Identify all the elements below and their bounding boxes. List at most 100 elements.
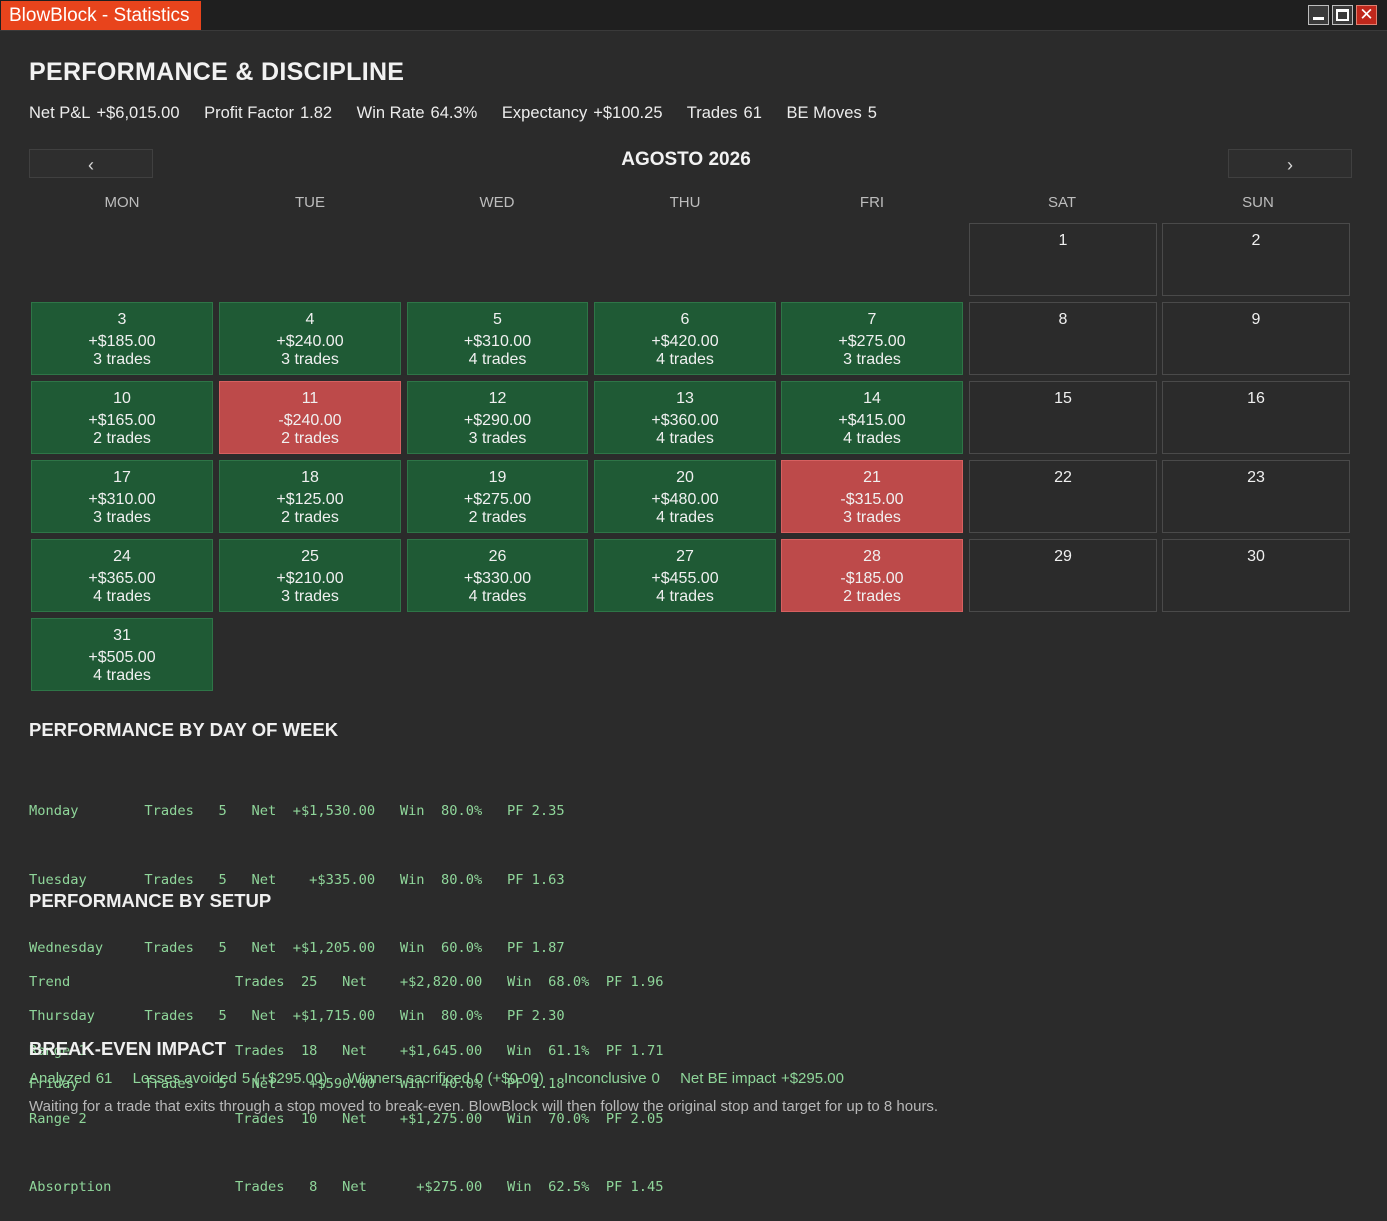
- day-number: 24: [113, 548, 131, 565]
- day-pnl: +$420.00: [651, 333, 719, 350]
- day-pnl: +$240.00: [276, 333, 344, 350]
- maximize-button[interactable]: [1332, 5, 1353, 25]
- calendar-day-7[interactable]: 7 +$275.00 3 trades: [781, 302, 963, 375]
- day-trade-count: 4 trades: [93, 588, 151, 605]
- stat-value: +$100.25: [593, 104, 663, 122]
- stat-value: 61: [743, 104, 762, 122]
- break-even-note: Waiting for a trade that exits through a…: [29, 1098, 939, 1115]
- be-label: Winners sacrificed: [347, 1070, 471, 1087]
- day-pnl: +$210.00: [276, 570, 344, 587]
- calendar-day-12[interactable]: 12 +$290.00 3 trades: [407, 381, 588, 454]
- day-number: 1: [1058, 232, 1068, 249]
- calendar-day-3[interactable]: 3 +$185.00 3 trades: [31, 302, 213, 375]
- stat-profit-factor: Profit Factor 1.82: [204, 104, 332, 122]
- day-trade-count: 3 trades: [93, 509, 151, 526]
- calendar-day-21[interactable]: 21 -$315.00 3 trades: [781, 460, 963, 533]
- calendar-day-17[interactable]: 17 +$310.00 3 trades: [31, 460, 213, 533]
- calendar-day-5[interactable]: 5 +$310.00 4 trades: [407, 302, 588, 375]
- day-number: 19: [488, 469, 507, 486]
- calendar-day-28[interactable]: 28 -$185.00 2 trades: [781, 539, 963, 612]
- day-number: 25: [301, 548, 319, 565]
- calendar-day-22[interactable]: 22: [969, 460, 1157, 533]
- day-number: 5: [493, 311, 502, 328]
- day-number: 6: [680, 311, 690, 328]
- day-trade-count: 3 trades: [843, 509, 901, 526]
- stat-label: BE Moves: [786, 104, 862, 122]
- calendar-day-6[interactable]: 6 +$420.00 4 trades: [594, 302, 776, 375]
- calendar-day-26[interactable]: 26 +$330.00 4 trades: [407, 539, 588, 612]
- day-pnl: -$315.00: [840, 491, 904, 508]
- table-row: Tuesday Trades 5 Net +$335.00 Win 80.0% …: [29, 871, 565, 888]
- calendar-day-31[interactable]: 31 +$505.00 4 trades: [31, 618, 213, 691]
- calendar-day-24[interactable]: 24 +$365.00 4 trades: [31, 539, 213, 612]
- day-pnl: +$365.00: [88, 570, 156, 587]
- calendar-day-20[interactable]: 20 +$480.00 4 trades: [594, 460, 776, 533]
- day-trade-count: 3 trades: [281, 351, 339, 368]
- day-pnl: +$360.00: [651, 412, 719, 429]
- prev-month-button[interactable]: ‹: [29, 149, 153, 178]
- day-pnl: -$240.00: [278, 412, 342, 429]
- day-pnl: +$455.00: [651, 570, 719, 587]
- day-number: 4: [305, 311, 315, 328]
- calendar-day-8[interactable]: 8: [969, 302, 1157, 375]
- calendar-day-1[interactable]: 1: [969, 223, 1157, 296]
- day-number: 12: [488, 390, 507, 407]
- close-button[interactable]: ✕: [1356, 5, 1377, 25]
- day-trade-count: 4 trades: [656, 509, 714, 526]
- calendar-day-30[interactable]: 30: [1162, 539, 1350, 612]
- day-trade-count: 2 trades: [468, 509, 527, 526]
- setup-title: PERFORMANCE BY SETUP: [29, 890, 272, 911]
- stat-net-pnl: Net P&L +$6,015.00: [29, 104, 180, 122]
- title-bar: BlowBlock - Statistics ✕: [0, 0, 1387, 31]
- be-label: Analyzed: [29, 1070, 91, 1087]
- calendar-day-15[interactable]: 15: [969, 381, 1157, 454]
- day-number: 22: [1054, 469, 1072, 486]
- minimize-icon: [1313, 17, 1324, 20]
- day-trade-count: 2 trades: [93, 430, 151, 447]
- stat-label: Win Rate: [356, 104, 425, 122]
- day-trade-count: 2 trades: [843, 588, 901, 605]
- weekday-fri: FRI: [859, 194, 885, 211]
- be-analyzed: Analyzed 61: [29, 1070, 112, 1087]
- stat-label: Expectancy: [501, 104, 588, 122]
- day-pnl: +$125.00: [276, 491, 344, 508]
- day-number: 23: [1247, 469, 1265, 486]
- day-number: 31: [113, 627, 131, 644]
- calendar-day-25[interactable]: 25 +$210.00 3 trades: [219, 539, 401, 612]
- calendar-day-27[interactable]: 27 +$455.00 4 trades: [594, 539, 776, 612]
- calendar-day-13[interactable]: 13 +$360.00 4 trades: [594, 381, 776, 454]
- stat-value: 64.3%: [430, 104, 478, 122]
- calendar-day-18[interactable]: 18 +$125.00 2 trades: [219, 460, 401, 533]
- calendar-day-10[interactable]: 10 +$165.00 2 trades: [31, 381, 213, 454]
- calendar-day-19[interactable]: 19 +$275.00 2 trades: [407, 460, 588, 533]
- day-number: 2: [1251, 232, 1261, 249]
- be-inconclusive: Inconclusive 0: [564, 1070, 660, 1087]
- stat-value: 1.82: [299, 104, 333, 122]
- next-month-button[interactable]: ›: [1228, 149, 1352, 178]
- calendar-day-11[interactable]: 11 -$240.00 2 trades: [219, 381, 401, 454]
- calendar-day-9[interactable]: 9: [1162, 302, 1350, 375]
- weekday-tue: TUE: [295, 194, 325, 211]
- calendar-day-4[interactable]: 4 +$240.00 3 trades: [219, 302, 401, 375]
- table-row: Friday Trades 5 Net +$590.00 Win 40.0% P…: [29, 1075, 565, 1092]
- day-pnl: +$165.00: [88, 412, 156, 429]
- be-value: 61: [95, 1070, 113, 1087]
- stat-value: +$6,015.00: [96, 104, 180, 122]
- table-row: Trend Trades 25 Net +$2,820.00 Win 68.0%…: [29, 974, 664, 991]
- day-trade-count: 2 trades: [281, 509, 339, 526]
- calendar-day-2[interactable]: 2: [1162, 223, 1350, 296]
- day-pnl: +$415.00: [838, 412, 906, 429]
- day-number: 8: [1058, 311, 1068, 328]
- table-row: Range 2 Trades 10 Net +$1,275.00 Win 70.…: [29, 1110, 664, 1127]
- calendar-day-14[interactable]: 14 +$415.00 4 trades: [781, 381, 963, 454]
- calendar-day-23[interactable]: 23: [1162, 460, 1350, 533]
- stat-be-moves: BE Moves 5: [787, 104, 877, 122]
- minimize-button[interactable]: [1308, 5, 1329, 25]
- day-pnl: +$330.00: [463, 570, 532, 587]
- calendar-day-29[interactable]: 29: [969, 539, 1157, 612]
- calendar-day-16[interactable]: 16: [1162, 381, 1350, 454]
- day-of-week-table: Monday Trades 5 Net +$1,530.00 Win 80.0%…: [29, 755, 565, 1118]
- be-value: 0 (+$0.00): [475, 1070, 544, 1087]
- day-number: 10: [113, 390, 131, 407]
- window-title: BlowBlock - Statistics: [1, 1, 201, 30]
